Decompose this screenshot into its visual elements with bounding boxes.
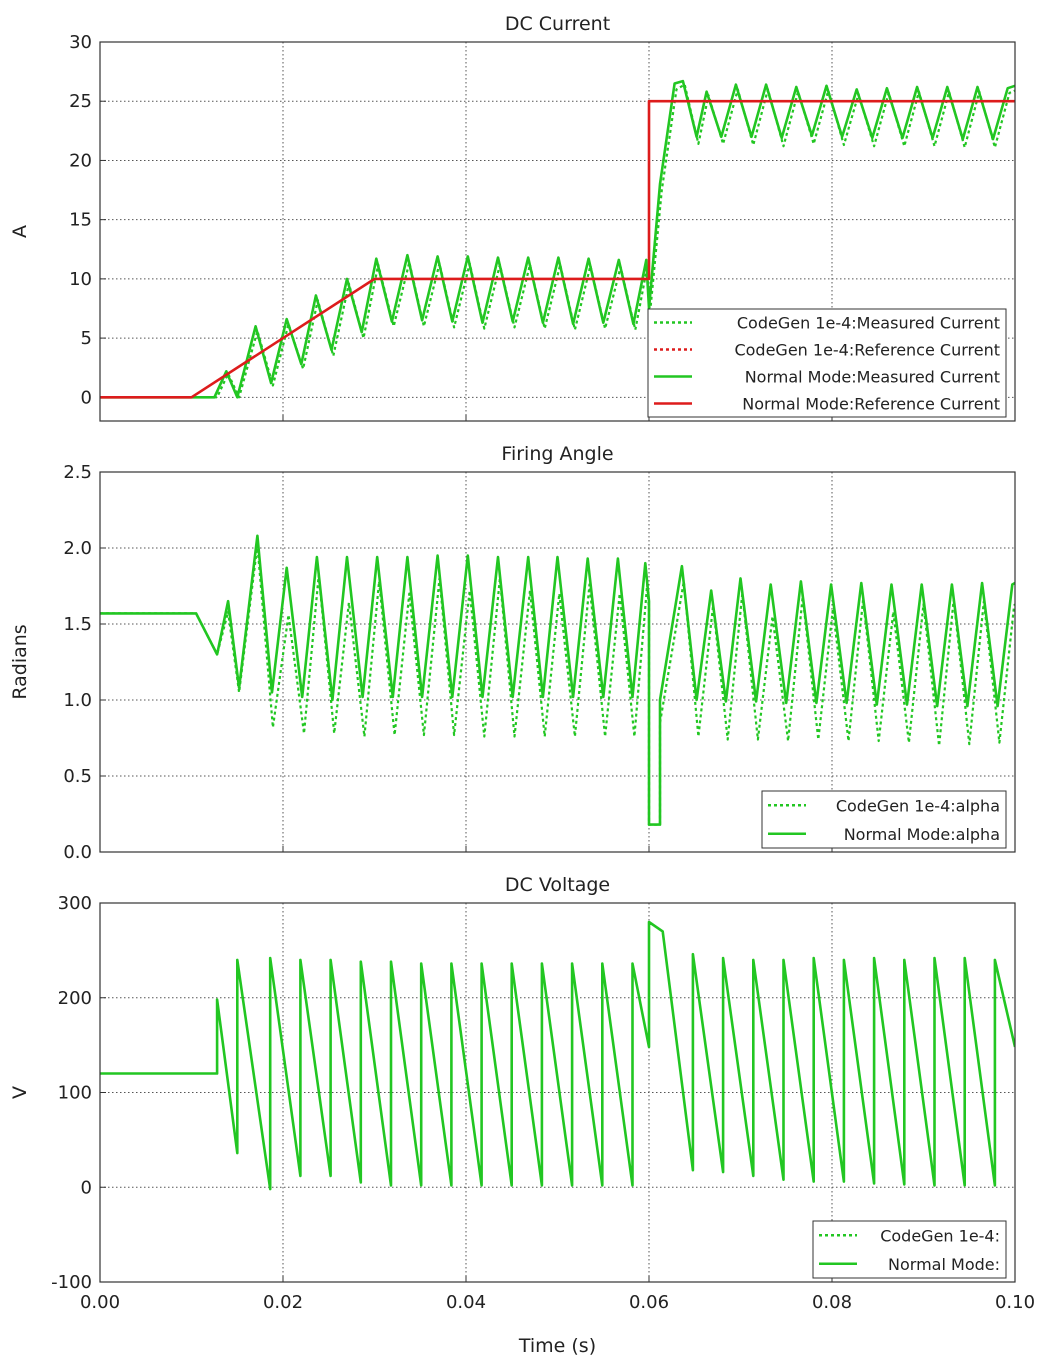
legend: CodeGen 1e-4:Measured Current CodeGen 1e-…: [647, 308, 1007, 418]
legend-label: CodeGen 1e-4:: [880, 1226, 1000, 1245]
legend-box: [761, 790, 1007, 849]
panel-title: DC Voltage: [505, 874, 610, 896]
panel-title: Firing Angle: [501, 443, 613, 465]
legend-label: Normal Mode:alpha: [844, 825, 1000, 844]
y-tick-label: 300: [58, 893, 92, 914]
x-tick-label: 0.04: [446, 1292, 486, 1313]
series-line-3: [100, 99, 1015, 399]
x-tick-label: 0.00: [80, 1292, 120, 1313]
y-axis-label: A: [9, 225, 31, 238]
y-tick-label: 30: [69, 32, 92, 53]
y-tick-label: 25: [69, 91, 92, 112]
panel-title: DC Current: [505, 13, 610, 35]
y-tick-label: 2.0: [63, 538, 92, 559]
y-tick-label: 0.5: [63, 766, 92, 787]
plot-frame: [99, 471, 1016, 853]
legend-label: CodeGen 1e-4:Measured Current: [737, 314, 1000, 333]
legend-box: [812, 1220, 1007, 1279]
y-tick-label: 10: [69, 269, 92, 290]
plot-frame: [99, 902, 1016, 1283]
y-tick-label: 1.5: [63, 614, 92, 635]
y-tick-label: 2.5: [63, 462, 92, 483]
y-tick-label: 0: [81, 1177, 92, 1198]
series-line-1: [100, 920, 1015, 1191]
legend-label: Normal Mode:: [888, 1255, 1000, 1274]
y-tick-label: 200: [58, 988, 92, 1009]
panel-3: -100 0 100 200 300 DC Voltage V CodeGen 1e-4: No…: [9, 874, 1016, 1293]
series-line-2: [100, 543, 1015, 826]
y-tick-label: 15: [69, 210, 92, 231]
y-tick-label: 1.0: [63, 690, 92, 711]
y-tick-label: 5: [81, 328, 92, 349]
x-tick-label: 0.06: [629, 1292, 669, 1313]
y-tick-label: -100: [51, 1272, 92, 1293]
y-tick-label: 100: [58, 1083, 92, 1104]
x-tick-label: 0.10: [995, 1292, 1035, 1313]
plot-frame: [99, 41, 1016, 422]
legend-label: Normal Mode:Reference Current: [742, 395, 1000, 414]
x-tick-label: 0.08: [812, 1292, 852, 1313]
y-tick-label: 20: [69, 150, 92, 171]
legend: CodeGen 1e-4:alpha Normal Mode:alpha: [761, 790, 1007, 849]
series-group: [100, 79, 1015, 399]
legend: CodeGen 1e-4: Normal Mode:: [812, 1220, 1007, 1279]
panel-1: 0 5 10 15 20 25 30 DC Current A CodeGen 1e-4:Meas…: [9, 13, 1016, 422]
y-tick-label: 0.0: [63, 842, 92, 863]
x-axis-label: Time (s): [518, 1335, 596, 1357]
legend-label: CodeGen 1e-4:alpha: [836, 796, 1000, 815]
y-axis-label: Radians: [9, 624, 31, 699]
series-group: [100, 534, 1015, 826]
panel-2: 0.0 0.5 1.0 1.5 2.0 2.5 Firing Angle Radians Cod…: [9, 443, 1016, 863]
legend-box: [647, 308, 1007, 418]
legend-label: Normal Mode:Measured Current: [745, 368, 1000, 387]
legend-label: CodeGen 1e-4:Reference Current: [734, 341, 1000, 360]
series-line-1: [100, 534, 1015, 826]
x-tick-label: 0.02: [263, 1292, 303, 1313]
y-axis-label: V: [9, 1086, 31, 1099]
series-group: [100, 920, 1015, 1191]
series-line-2: [100, 83, 1015, 399]
y-tick-label: 0: [81, 387, 92, 408]
